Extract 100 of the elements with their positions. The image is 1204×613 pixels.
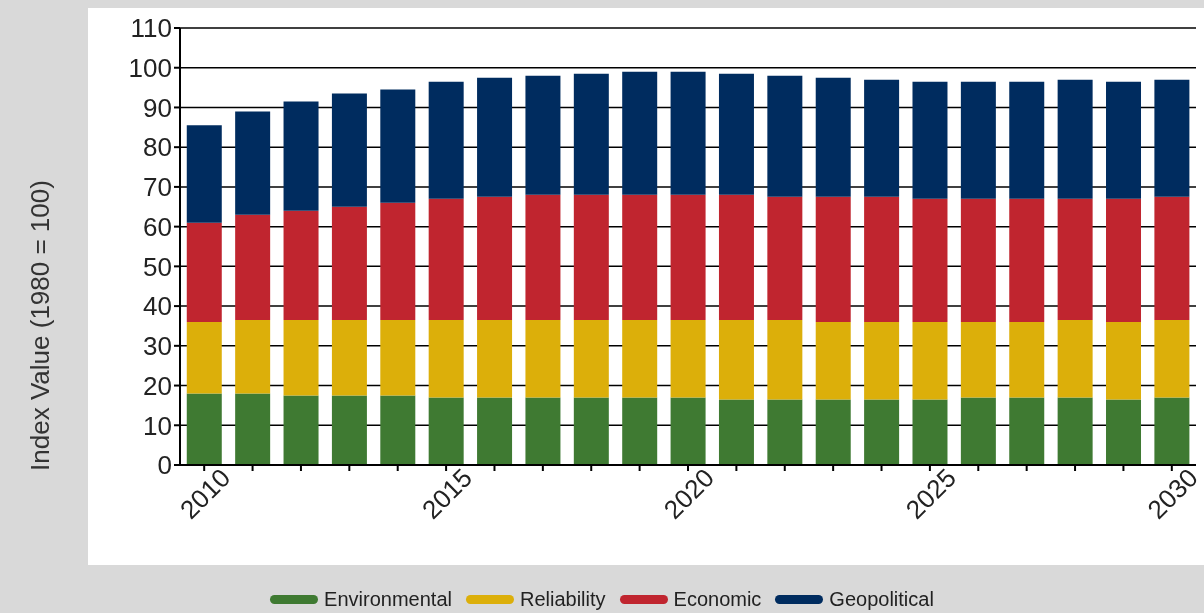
bar xyxy=(912,399,948,465)
bar xyxy=(815,321,851,400)
y-tick-label: 10 xyxy=(143,410,172,441)
bar xyxy=(283,101,319,211)
y-tick-label: 80 xyxy=(143,132,172,163)
bar xyxy=(525,320,561,398)
bar xyxy=(1154,320,1190,398)
bar xyxy=(864,196,900,322)
legend-label: Environmental xyxy=(323,588,452,611)
bar xyxy=(864,79,900,197)
bar xyxy=(864,399,900,465)
legend-label: Geopolitical xyxy=(828,588,934,611)
bar xyxy=(1154,196,1190,320)
bar xyxy=(186,321,222,394)
bar xyxy=(525,194,561,320)
bar xyxy=(670,71,706,195)
bar xyxy=(1057,198,1093,320)
bar xyxy=(1106,198,1142,322)
y-tick-label: 110 xyxy=(130,13,172,44)
bar xyxy=(380,202,416,320)
bar xyxy=(622,320,658,398)
bar xyxy=(428,320,464,398)
bar xyxy=(283,395,319,465)
bar xyxy=(960,81,996,199)
bar xyxy=(331,320,367,396)
y-tick-label: 70 xyxy=(143,172,172,203)
bar xyxy=(477,196,513,320)
bar xyxy=(331,395,367,465)
bar xyxy=(283,210,319,320)
bar xyxy=(428,397,464,465)
bar xyxy=(960,198,996,322)
bar xyxy=(1154,397,1190,465)
bar xyxy=(525,397,561,465)
bar xyxy=(864,321,900,400)
bar xyxy=(1057,79,1093,199)
bar xyxy=(718,399,754,465)
bar xyxy=(573,397,609,465)
bar xyxy=(525,75,561,195)
bar xyxy=(1057,397,1093,465)
bar xyxy=(718,194,754,320)
bar xyxy=(622,194,658,320)
y-tick-label: 40 xyxy=(143,291,172,322)
bar xyxy=(718,73,754,195)
bar xyxy=(331,93,367,207)
bar xyxy=(815,399,851,465)
y-tick-label: 60 xyxy=(143,211,172,242)
y-tick-label: 30 xyxy=(143,331,172,362)
y-tick-label: 20 xyxy=(143,370,172,401)
bar xyxy=(573,73,609,195)
bar xyxy=(186,125,222,223)
bar xyxy=(1009,321,1045,398)
bar xyxy=(1106,321,1142,400)
bar xyxy=(960,321,996,398)
bar xyxy=(1009,198,1045,322)
y-tick-label: 50 xyxy=(143,251,172,282)
bar xyxy=(235,393,271,465)
bar xyxy=(477,77,513,197)
bar xyxy=(477,397,513,465)
bar xyxy=(477,320,513,398)
bar xyxy=(428,81,464,199)
bar xyxy=(186,393,222,465)
bar xyxy=(815,196,851,322)
bar xyxy=(1106,81,1142,199)
bar xyxy=(235,214,271,320)
bar xyxy=(670,320,706,398)
bar xyxy=(235,111,271,215)
bar xyxy=(622,71,658,195)
bar xyxy=(1009,81,1045,199)
legend-label: Reliability xyxy=(518,588,606,611)
bar xyxy=(380,320,416,396)
bar xyxy=(815,77,851,197)
bar xyxy=(573,194,609,320)
y-tick-label: 90 xyxy=(143,92,172,123)
bar xyxy=(573,320,609,398)
bar xyxy=(331,206,367,320)
bar xyxy=(912,81,948,199)
bar xyxy=(912,321,948,400)
bar xyxy=(1154,79,1190,197)
y-tick-label: 100 xyxy=(128,52,172,83)
bar xyxy=(380,395,416,465)
bar xyxy=(718,320,754,400)
bar xyxy=(767,320,803,400)
bar xyxy=(186,222,222,322)
bar xyxy=(1057,320,1093,398)
bar xyxy=(428,198,464,320)
bar xyxy=(767,399,803,465)
bar xyxy=(767,196,803,320)
bar xyxy=(235,320,271,394)
bar xyxy=(622,397,658,465)
bar xyxy=(1009,397,1045,465)
legend-label: Economic xyxy=(672,588,762,611)
bar xyxy=(670,194,706,320)
bar xyxy=(912,198,948,322)
bar xyxy=(670,397,706,465)
y-tick-label: 0 xyxy=(157,450,172,481)
bar xyxy=(767,75,803,197)
bar xyxy=(960,397,996,465)
bar xyxy=(283,320,319,396)
y-axis-title: Index Value (1980 = 100) xyxy=(24,180,56,471)
bar xyxy=(1106,399,1142,465)
